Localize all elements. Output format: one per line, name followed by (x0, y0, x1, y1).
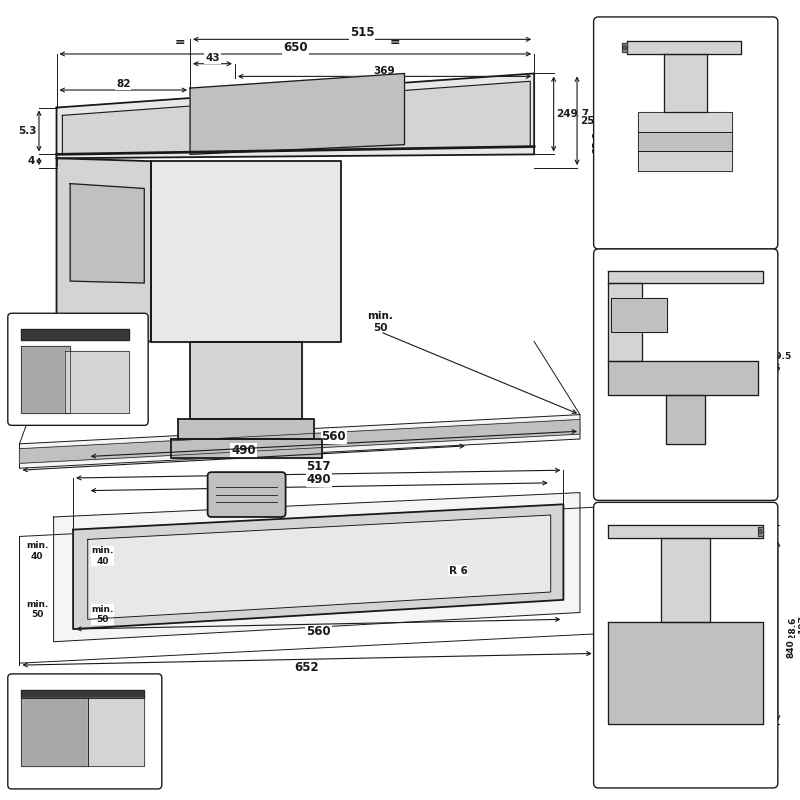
Polygon shape (54, 493, 580, 642)
Polygon shape (622, 43, 626, 52)
Polygon shape (638, 132, 732, 151)
Text: 255: 255 (580, 116, 602, 126)
Text: 163.6: 163.6 (671, 504, 700, 513)
Text: 47.5: 47.5 (691, 19, 714, 28)
Text: 560: 560 (322, 430, 346, 442)
Text: 77.5: 77.5 (680, 183, 702, 192)
Text: 25.8: 25.8 (592, 130, 601, 153)
Polygon shape (57, 158, 151, 342)
Polygon shape (57, 74, 534, 158)
Polygon shape (88, 515, 550, 619)
Text: 260.5: 260.5 (672, 736, 700, 745)
Text: 14.8: 14.8 (634, 19, 657, 28)
Text: 652: 652 (294, 661, 319, 674)
Text: min.
40: min. 40 (91, 546, 114, 566)
Polygon shape (19, 414, 580, 468)
Text: 526: 526 (681, 456, 699, 465)
Polygon shape (22, 346, 70, 413)
Polygon shape (170, 439, 322, 458)
Text: 490: 490 (231, 444, 256, 457)
Polygon shape (608, 361, 758, 395)
Text: 321: 321 (717, 310, 735, 318)
Polygon shape (608, 283, 642, 361)
Text: 23.5: 23.5 (679, 270, 701, 280)
Text: R 6: R 6 (449, 566, 467, 575)
FancyBboxPatch shape (594, 17, 778, 249)
Text: min.
50: min. 50 (26, 600, 48, 619)
Text: 560: 560 (306, 626, 330, 638)
Text: 515: 515 (350, 26, 374, 39)
Text: 14: 14 (595, 278, 608, 287)
Polygon shape (70, 184, 144, 283)
FancyBboxPatch shape (208, 472, 286, 517)
FancyBboxPatch shape (594, 502, 778, 788)
Text: 252: 252 (700, 415, 719, 424)
Text: =: = (175, 36, 186, 49)
Polygon shape (178, 419, 314, 439)
Text: 128.6: 128.6 (788, 617, 797, 646)
Text: min.
50: min. 50 (367, 311, 393, 333)
Polygon shape (22, 329, 129, 339)
Text: 5.3: 5.3 (18, 126, 37, 136)
Polygon shape (66, 351, 129, 413)
Text: 226: 226 (616, 669, 634, 678)
Text: 517: 517 (306, 460, 330, 473)
Text: 840: 840 (786, 639, 795, 658)
Polygon shape (73, 504, 563, 629)
Text: 490: 490 (307, 474, 331, 486)
Polygon shape (608, 525, 763, 538)
Text: 9.7: 9.7 (608, 90, 624, 98)
Text: 249.7: 249.7 (557, 109, 590, 119)
Polygon shape (608, 622, 763, 724)
Text: 55: 55 (769, 364, 781, 374)
Polygon shape (608, 271, 763, 283)
FancyBboxPatch shape (8, 674, 162, 789)
Polygon shape (88, 698, 144, 766)
Text: 650: 650 (283, 41, 308, 54)
Text: min.
50: min. 50 (599, 389, 626, 411)
FancyBboxPatch shape (8, 314, 148, 426)
Polygon shape (661, 538, 710, 622)
Text: min.
50: min. 50 (91, 605, 114, 624)
Polygon shape (638, 113, 732, 132)
Text: =: = (390, 36, 400, 49)
Polygon shape (22, 690, 144, 698)
Polygon shape (664, 54, 706, 113)
Text: 222: 222 (616, 576, 634, 585)
Text: 392: 392 (695, 354, 714, 363)
Text: 6.5: 6.5 (19, 767, 38, 778)
Text: 35: 35 (679, 194, 691, 204)
Circle shape (623, 46, 626, 50)
Polygon shape (19, 419, 580, 463)
Polygon shape (22, 698, 88, 766)
Polygon shape (190, 74, 405, 154)
FancyBboxPatch shape (594, 249, 778, 500)
Text: 89: 89 (616, 527, 629, 536)
Text: min.
40: min. 40 (599, 428, 626, 450)
Text: 82: 82 (116, 79, 130, 89)
Polygon shape (638, 151, 732, 171)
Text: 489.5: 489.5 (676, 260, 705, 269)
Text: 4: 4 (27, 156, 35, 166)
Polygon shape (626, 42, 741, 54)
Polygon shape (62, 82, 530, 154)
Polygon shape (611, 298, 666, 332)
Text: 369: 369 (374, 66, 395, 75)
Polygon shape (151, 161, 341, 342)
Text: 197: 197 (798, 614, 800, 634)
Text: 555: 555 (674, 207, 693, 216)
Polygon shape (190, 342, 302, 419)
Text: 43: 43 (205, 53, 220, 63)
Polygon shape (758, 526, 763, 537)
Text: 59.5: 59.5 (770, 352, 792, 361)
Circle shape (758, 530, 762, 534)
Text: min.
40: min. 40 (26, 542, 48, 561)
Polygon shape (666, 395, 705, 444)
